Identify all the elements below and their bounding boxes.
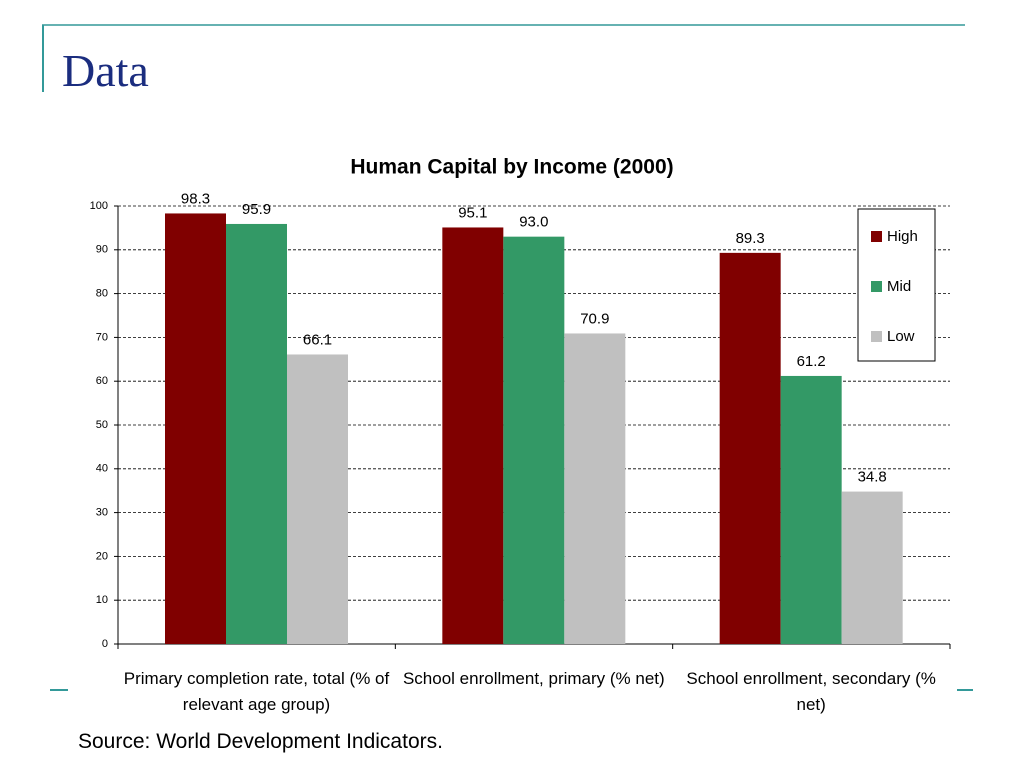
legend-swatch xyxy=(871,331,882,342)
data-label: 98.3 xyxy=(181,190,210,207)
bar xyxy=(780,375,842,644)
data-label: 93.0 xyxy=(519,214,548,231)
y-tick-label: 90 xyxy=(96,244,108,256)
legend-swatch xyxy=(871,231,882,242)
bar xyxy=(719,252,781,644)
bar xyxy=(841,491,903,644)
y-tick-label: 0 xyxy=(102,638,108,650)
y-tick-label: 40 xyxy=(96,463,108,475)
legend-swatch xyxy=(871,281,882,292)
bar xyxy=(226,223,287,644)
x-tick-label: School enrollment, secondary (% net) xyxy=(686,669,936,714)
bar xyxy=(287,354,348,644)
y-tick-label: 30 xyxy=(96,507,108,519)
x-tick-label: Primary completion rate, total (% of rel… xyxy=(123,669,390,714)
data-label: 95.9 xyxy=(242,201,271,218)
bar xyxy=(503,236,565,644)
bar xyxy=(442,227,504,644)
data-label: 70.9 xyxy=(580,310,609,327)
legend-label: High xyxy=(887,228,918,245)
data-label: 61.2 xyxy=(797,353,826,370)
y-tick-label: 100 xyxy=(90,200,108,212)
legend-label: Low xyxy=(887,328,915,345)
y-tick-label: 10 xyxy=(96,594,108,606)
legend-box xyxy=(857,208,936,362)
legend-label: Mid xyxy=(887,278,911,295)
y-tick-label: 60 xyxy=(96,375,108,387)
y-tick-label: 50 xyxy=(96,419,108,431)
y-tick-label: 80 xyxy=(96,288,108,300)
bar xyxy=(165,213,226,645)
y-tick-label: 20 xyxy=(96,550,108,562)
data-label: 89.3 xyxy=(736,230,765,247)
data-label: 34.8 xyxy=(858,469,887,486)
data-label: 95.1 xyxy=(458,204,487,221)
y-tick-label: 70 xyxy=(96,331,108,343)
bar xyxy=(564,333,626,644)
chart-title: Human Capital by Income (2000) xyxy=(350,156,673,179)
data-label: 66.1 xyxy=(303,331,332,348)
slide-title: Data xyxy=(62,45,149,96)
source-note: Source: World Development Indicators. xyxy=(78,730,443,753)
x-tick-label: School enrollment, primary (% net) xyxy=(402,669,665,688)
